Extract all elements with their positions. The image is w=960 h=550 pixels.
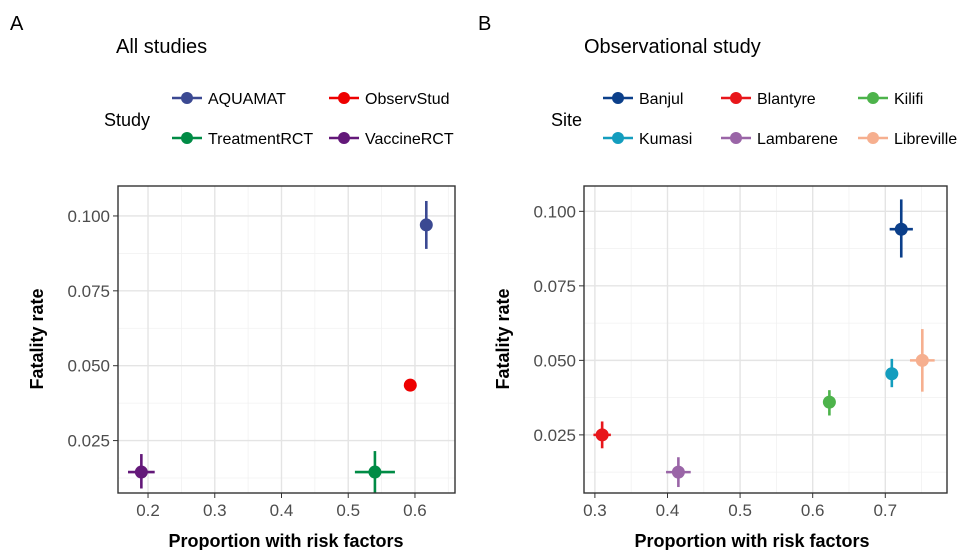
legend-label: AQUAMAT xyxy=(208,91,286,108)
legend-label: VaccineRCT xyxy=(365,131,454,148)
point-marker xyxy=(403,378,417,392)
plot-border xyxy=(117,185,456,494)
point-marker xyxy=(595,428,609,442)
panel-observational-study: B Observational study Site Banjul Blantyr… xyxy=(478,13,957,550)
y-axis-title-b: Fatality rate xyxy=(493,288,513,389)
x-tick-label: 0.5 xyxy=(728,501,752,520)
panel-label-a: A xyxy=(10,13,24,35)
legend-site: Banjul Blantyre Kilifi Kumasi Lambarene Libre… xyxy=(603,91,957,148)
point-marker xyxy=(134,465,148,479)
x-tick-label: 0.3 xyxy=(203,501,227,520)
legend-key-marker xyxy=(612,132,624,144)
data-point-kilifi xyxy=(822,390,836,416)
chart-title-all-studies: All studies xyxy=(116,36,207,58)
data-point-blantyre xyxy=(593,421,611,449)
data-point-observstud xyxy=(403,378,417,392)
legend-item-treatmentrct: TreatmentRCT xyxy=(172,131,313,148)
point-marker xyxy=(822,395,836,409)
y-tick-label: 0.075 xyxy=(67,282,110,301)
legend-item-libreville: Libreville xyxy=(858,131,957,148)
legend-key-marker xyxy=(867,132,879,144)
plot-background xyxy=(584,186,947,493)
point-marker xyxy=(915,353,929,367)
x-tick-label: 0.3 xyxy=(583,501,607,520)
plot-all-studies: 0.2 0.3 0.4 0.5 0.6 0.025 0.050 0.075 0.100 xyxy=(67,185,456,520)
legend-item-lambarene: Lambarene xyxy=(721,131,838,148)
legend-label: Kilifi xyxy=(894,91,923,108)
legend-title-site: Site xyxy=(551,110,582,130)
legend-key-marker xyxy=(867,92,879,104)
legend-item-banjul: Banjul xyxy=(603,91,683,108)
legend-item-blantyre: Blantyre xyxy=(721,91,816,108)
point-marker xyxy=(885,367,899,381)
legend-label: Blantyre xyxy=(757,91,816,108)
y-tick-label: 0.100 xyxy=(533,202,576,221)
data-point-vaccinerct xyxy=(128,454,155,489)
legend-item-aquamat: AQUAMAT xyxy=(172,91,286,108)
y-tick-label: 0.050 xyxy=(67,357,110,376)
y-tick-label: 0.050 xyxy=(533,351,576,370)
legend-key-marker xyxy=(730,132,742,144)
data-point-treatmentrct xyxy=(354,451,395,493)
point-marker xyxy=(671,465,685,479)
legend-key-marker xyxy=(181,132,193,144)
y-tick-label: 0.100 xyxy=(67,207,110,226)
point-marker xyxy=(894,222,908,236)
x-tick-label: 0.4 xyxy=(270,501,294,520)
chart-title-observational-study: Observational study xyxy=(584,36,761,58)
legend-item-kumasi: Kumasi xyxy=(603,131,692,148)
x-tick-label: 0.6 xyxy=(403,501,427,520)
legend-key-marker xyxy=(612,92,624,104)
x-tick-label: 0.5 xyxy=(336,501,360,520)
legend-key-marker xyxy=(338,92,350,104)
legend-item-vaccinerct: VaccineRCT xyxy=(329,131,454,148)
legend-label: Lambarene xyxy=(757,131,838,148)
legend-label: Kumasi xyxy=(639,131,692,148)
data-point-kumasi xyxy=(885,358,899,388)
panel-all-studies: A All studies Study AQUAMAT ObservStud Tre… xyxy=(10,13,456,550)
data-point-lambarene xyxy=(666,457,691,488)
legend-key-marker xyxy=(338,132,350,144)
plot-border xyxy=(583,185,948,494)
legend-key-marker xyxy=(730,92,742,104)
y-tick-label: 0.025 xyxy=(67,432,110,451)
legend-label: Banjul xyxy=(639,91,683,108)
x-tick-label: 0.4 xyxy=(656,501,680,520)
y-axis-title-a: Fatality rate xyxy=(27,288,47,389)
legend-study: AQUAMAT ObservStud TreatmentRCT VaccineRCT xyxy=(172,91,454,148)
x-axis-title-a: Proportion with risk factors xyxy=(168,531,403,550)
legend-item-observstud: ObservStud xyxy=(329,91,449,108)
point-marker xyxy=(368,465,382,479)
legend-key-marker xyxy=(181,92,193,104)
x-tick-label: 0.6 xyxy=(801,501,825,520)
legend-title-study: Study xyxy=(104,110,150,130)
y-tick-label: 0.075 xyxy=(533,277,576,296)
data-point-banjul xyxy=(889,199,913,258)
x-axis-title-b: Proportion with risk factors xyxy=(634,531,869,550)
legend-label: ObservStud xyxy=(365,91,449,108)
plot-observational-study: 0.3 0.4 0.5 0.6 0.7 0.025 0.050 0.075 0.100 xyxy=(533,185,948,520)
data-point-libreville xyxy=(909,329,935,392)
legend-label: TreatmentRCT xyxy=(208,131,313,148)
x-tick-label: 0.2 xyxy=(136,501,160,520)
y-tick-label: 0.025 xyxy=(533,426,576,445)
legend-label: Libreville xyxy=(894,131,957,148)
panel-label-b: B xyxy=(478,13,491,35)
data-point-aquamat xyxy=(419,200,433,249)
plot-background xyxy=(118,186,455,493)
legend-item-kilifi: Kilifi xyxy=(858,91,923,108)
point-marker xyxy=(419,218,433,232)
x-tick-label: 0.7 xyxy=(873,501,897,520)
